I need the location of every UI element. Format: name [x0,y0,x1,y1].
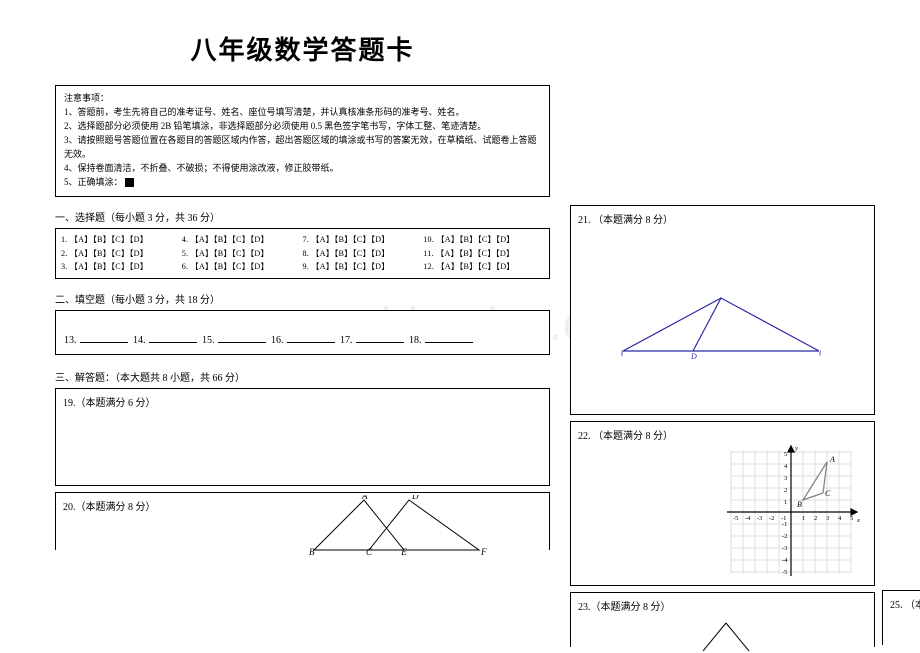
mc-item: 2. 【A】【B】【C】【D】 [61,247,182,261]
label-C: C [819,349,821,358]
right-column: 21. （本题满分 8 分） A B D C 22. （本题满分 8 分） [570,205,875,653]
svg-text:-5: -5 [782,569,787,576]
label-E: E [400,547,407,555]
label-B: B [797,500,802,509]
mc-item: 1. 【A】【B】【C】【D】 [61,233,182,247]
label-A: A [829,455,835,464]
fill-item: 13. [64,335,77,346]
svg-text:1: 1 [802,515,805,522]
mc-item: 9. 【A】【B】【C】【D】 [303,260,424,274]
fill-item: 14. [133,335,146,346]
svg-text:-4: -4 [782,557,788,564]
label-D: D [690,352,697,361]
cutoff-column: 25. （本题 [882,590,920,651]
mc-item: 8. 【A】【B】【C】【D】 [303,247,424,261]
mc-item: 12. 【A】【B】【C】【D】 [423,260,544,274]
label-A: A [361,495,368,501]
mc-item: 10. 【A】【B】【C】【D】 [423,233,544,247]
svg-text:-4: -4 [745,515,751,522]
q23-figure: A [691,621,761,651]
label-C: C [366,547,373,555]
svg-text:5: 5 [784,451,787,458]
fill-item: 17. [340,335,353,346]
svg-text:3: 3 [826,515,829,522]
q20-box: 20.（本题满分 8 分） A D B C E F [55,492,550,550]
arrow-icon [788,446,794,452]
svg-text:3: 3 [784,475,787,482]
mc-item: 4. 【A】【B】【C】【D】 [182,233,303,247]
mc-item: 5. 【A】【B】【C】【D】 [182,247,303,261]
svg-text:-2: -2 [782,533,787,540]
section-fill-heading: 二、填空题（每小题 3 分，共 18 分） [55,291,550,306]
q23-label: 23.（本题满分 8 分） [578,602,671,613]
mc-row: 1. 【A】【B】【C】【D】 4. 【A】【B】【C】【D】 7. 【A】【B… [61,233,544,247]
fill-example-icon [125,178,134,187]
notice-line: 1、答题前，考生先将自己的准考证号、姓名、座位号填写清楚，并认真核准条形码的准考… [64,106,541,120]
label-B: B [309,547,315,555]
notice-line: 4、保持卷面清洁，不折叠、不破损；不得使用涂改液，修正胶带纸。 [64,162,541,176]
section-answer-heading: 三、解答题：（本大题共 8 小题，共 66 分） [55,369,550,384]
notice-line: 5、正确填涂： [64,176,541,190]
label-B: B [621,349,623,358]
fill-blank[interactable] [149,333,197,343]
q22-figure: -5-4-3-2-1 12345 12345 -1-2-3-4-5 x y A … [719,440,864,585]
q21-box: 21. （本题满分 8 分） A B D C [570,205,875,415]
fill-blank[interactable] [425,333,473,343]
svg-text:4: 4 [838,515,842,522]
fill-blank[interactable] [218,333,266,343]
q19-label: 19.（本题满分 6 分） [63,398,156,409]
q20-figure: A D B C E F [309,495,489,555]
svg-text:-1: -1 [782,521,787,528]
q22-label: 22. （本题满分 8 分） [578,431,673,442]
fill-item: 18. [409,335,422,346]
notice-line: 3、请按照题号答题位置在各题目的答题区域内作答，超出答题区域的填涂或书写的答案无… [64,134,541,162]
q25-label: 25. （本题 [890,600,920,611]
q23-box: 23.（本题满分 8 分） A [570,592,875,647]
axis-y-label: y [794,445,798,452]
q21-figure: A B D C [621,296,821,361]
svg-text:5: 5 [850,515,853,522]
notice-line-text: 5、正确填涂： [64,177,123,187]
mc-item: 6. 【A】【B】【C】【D】 [182,260,303,274]
fill-blank[interactable] [287,333,335,343]
fill-box: 13. 14. 15. 16. 17. 18. [55,310,550,355]
svg-text:-3: -3 [757,515,762,522]
label-A: A [723,621,729,623]
mc-item: 7. 【A】【B】【C】【D】 [303,233,424,247]
q21-label: 21. （本题满分 8 分） [578,215,673,226]
fill-blank[interactable] [356,333,404,343]
notice-box: 注意事项： 1、答题前，考生先将自己的准考证号、姓名、座位号填写清楚，并认真核准… [55,85,550,197]
q19-box: 19.（本题满分 6 分） [55,388,550,486]
fill-item: 16. [271,335,284,346]
mc-item: 11. 【A】【B】【C】【D】 [423,247,544,261]
label-A: A [718,296,724,297]
label-F: F [480,547,487,555]
label-D: D [411,495,419,501]
q25-box: 25. （本题 [882,590,920,645]
label-C: C [825,489,831,498]
mc-row: 3. 【A】【B】【C】【D】 6. 【A】【B】【C】【D】 9. 【A】【B… [61,260,544,274]
section-mc-heading: 一、选择题（每小题 3 分，共 36 分） [55,209,550,224]
q20-label: 20.（本题满分 8 分） [63,502,156,513]
mc-item: 3. 【A】【B】【C】【D】 [61,260,182,274]
notice-heading: 注意事项： [64,92,541,106]
axis-x-label: x [856,517,860,524]
svg-text:-3: -3 [782,545,787,552]
svg-text:2: 2 [814,515,817,522]
svg-text:2: 2 [784,487,787,494]
page-title: 八年级数学答题卡 [55,30,550,67]
svg-text:-2: -2 [769,515,774,522]
fill-item: 15. [202,335,215,346]
notice-line: 2、选择题部分必须使用 2B 铅笔填涂，非选择题部分必须使用 0.5 黑色签字笔… [64,120,541,134]
q22-box: 22. （本题满分 8 分） -5-4-3-2-1 12345 12345 -1… [570,421,875,586]
mc-box: 1. 【A】【B】【C】【D】 4. 【A】【B】【C】【D】 7. 【A】【B… [55,228,550,280]
fill-blank[interactable] [80,333,128,343]
mc-row: 2. 【A】【B】【C】【D】 5. 【A】【B】【C】【D】 8. 【A】【B… [61,247,544,261]
svg-text:1: 1 [784,499,787,506]
left-column: 八年级数学答题卡 注意事项： 1、答题前，考生先将自己的准考证号、姓名、座位号填… [55,30,550,556]
svg-text:-5: -5 [733,515,738,522]
